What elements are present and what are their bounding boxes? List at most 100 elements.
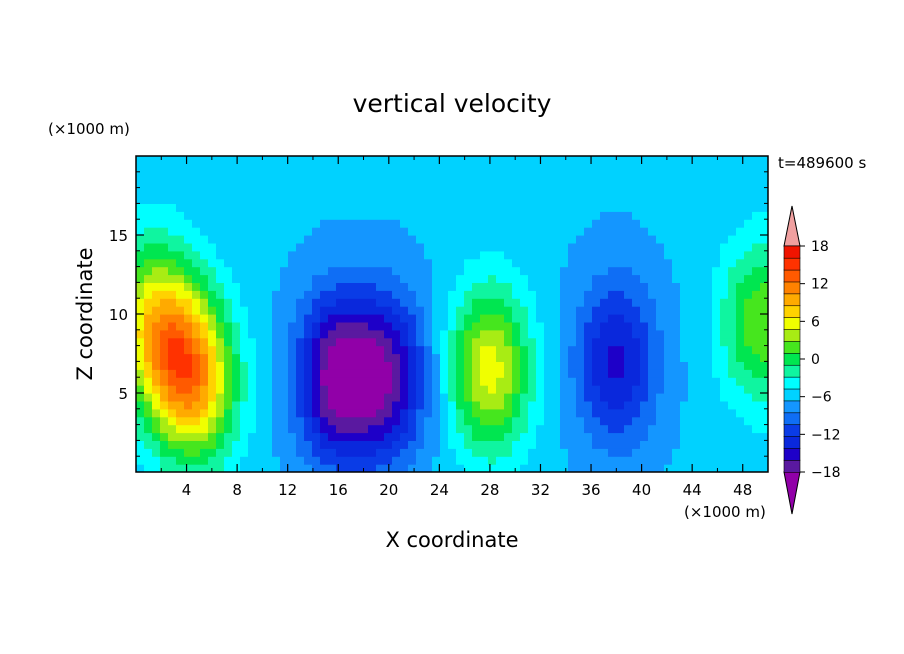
contour-cell: [240, 377, 249, 386]
contour-cell: [552, 456, 561, 465]
contour-cell: [208, 401, 217, 410]
contour-cell: [184, 203, 193, 212]
contour-cell: [584, 330, 593, 339]
contour-cell: [696, 417, 705, 426]
contour-cell: [352, 385, 361, 394]
contour-cell: [192, 425, 201, 434]
contour-cell: [704, 456, 713, 465]
contour-cell: [576, 196, 585, 205]
contour-cell: [464, 440, 473, 449]
contour-cell: [144, 409, 153, 418]
contour-cell: [352, 196, 361, 205]
contour-cell: [584, 409, 593, 418]
contour-cell: [752, 290, 761, 299]
contour-cell: [216, 306, 225, 315]
contour-cell: [384, 440, 393, 449]
contour-cell: [728, 227, 737, 236]
contour-cell: [496, 156, 505, 165]
contour-cell: [496, 227, 505, 236]
contour-cell: [544, 251, 553, 259]
contour-cell: [696, 164, 705, 173]
contour-cell: [392, 251, 401, 259]
contour-cell: [624, 172, 633, 181]
contour-cell: [488, 211, 497, 220]
contour-cell: [272, 243, 281, 252]
contour-cell: [152, 433, 161, 442]
contour-cell: [696, 393, 705, 402]
contour-cell: [352, 156, 361, 165]
contour-cell: [752, 275, 761, 284]
contour-cell: [512, 322, 521, 331]
contour-cell: [592, 314, 601, 323]
contour-cell: [592, 203, 601, 212]
contour-cell: [712, 354, 721, 363]
contour-cell: [256, 227, 265, 236]
contour-cell: [464, 409, 473, 418]
contour-cell: [328, 369, 337, 378]
contour-cell: [152, 282, 161, 291]
contour-cell: [520, 290, 529, 299]
contour-cell: [176, 180, 185, 189]
contour-cell: [224, 267, 233, 276]
contour-cell: [592, 235, 601, 244]
contour-cell: [456, 330, 465, 339]
contour-cell: [744, 227, 753, 236]
contour-cell: [184, 306, 193, 315]
contour-cell: [216, 346, 225, 355]
contour-cell: [312, 290, 321, 299]
contour-cell: [184, 282, 193, 291]
contour-cell: [424, 322, 433, 331]
contour-cell: [696, 314, 705, 323]
contour-cell: [176, 401, 185, 410]
contour-cell: [432, 227, 441, 236]
contour-cell: [480, 267, 489, 276]
contour-cell: [576, 243, 585, 252]
contour-cell: [304, 314, 313, 323]
contour-cell: [328, 377, 337, 386]
contour-cell: [296, 306, 305, 315]
contour-cell: [304, 298, 313, 307]
contour-cell: [264, 290, 273, 299]
contour-cell: [712, 409, 721, 418]
contour-cell: [664, 346, 673, 355]
contour-cell: [656, 282, 665, 291]
contour-cell: [176, 203, 185, 212]
contour-cell: [728, 377, 737, 386]
contour-cell: [416, 275, 425, 284]
contour-cell: [600, 440, 609, 449]
contour-cell: [240, 456, 249, 465]
contour-cell: [208, 448, 217, 457]
contour-cell: [536, 314, 545, 323]
contour-cell: [416, 196, 425, 205]
contour-cell: [536, 219, 545, 228]
contour-cell: [240, 227, 249, 236]
contour-cell: [480, 322, 489, 331]
colorbar-min-arrow: [784, 472, 800, 514]
contour-cell: [176, 385, 185, 394]
contour-cell: [544, 227, 553, 236]
contour-cell: [544, 433, 553, 442]
contour-cell: [680, 235, 689, 244]
contour-cell: [600, 330, 609, 339]
contour-cell: [560, 417, 569, 426]
contour-cell: [488, 180, 497, 189]
contour-cell: [160, 369, 169, 378]
contour-cell: [176, 211, 185, 220]
contour-cell: [272, 385, 281, 394]
contour-cell: [144, 385, 153, 394]
contour-cell: [288, 188, 297, 197]
contour-cell: [512, 346, 521, 355]
contour-cell: [152, 401, 161, 410]
contour-cell: [744, 219, 753, 228]
contour-cell: [320, 440, 329, 449]
contour-cell: [240, 259, 249, 268]
contour-cell: [416, 282, 425, 291]
contour-cell: [176, 322, 185, 331]
contour-cell: [328, 322, 337, 331]
contour-cell: [208, 338, 217, 347]
contour-cell: [296, 346, 305, 355]
contour-cell: [712, 298, 721, 307]
contour-cell: [640, 322, 649, 331]
contour-cell: [144, 425, 153, 434]
contour-cell: [568, 275, 577, 284]
